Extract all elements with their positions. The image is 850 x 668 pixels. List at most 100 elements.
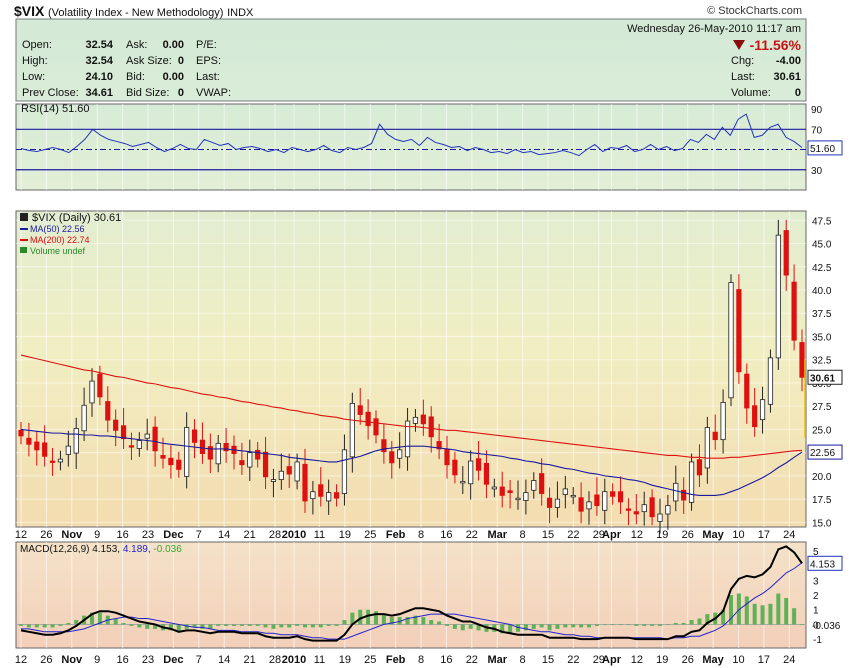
candle-body xyxy=(633,511,639,515)
candle-body xyxy=(436,441,442,450)
price-tick-label: 17.5 xyxy=(812,495,832,506)
candle-body xyxy=(428,416,434,438)
quote-value: 34.61 xyxy=(85,87,113,99)
candle-body xyxy=(586,501,592,510)
macd-hist-bar xyxy=(34,624,39,628)
x-tick-label: 11 xyxy=(314,654,325,666)
macd-hist-bar xyxy=(555,624,560,629)
x-tick-label: 24 xyxy=(783,529,795,541)
candle xyxy=(759,386,766,434)
candle-body xyxy=(491,486,497,490)
price-tick-label: 15.0 xyxy=(812,518,832,529)
candle xyxy=(136,432,142,457)
rsi-last-label: 51.60 xyxy=(810,144,835,155)
candle xyxy=(562,475,568,509)
candle xyxy=(34,431,40,466)
quote-label: Bid: xyxy=(126,71,145,83)
macd-hist-bar xyxy=(74,620,79,625)
candle xyxy=(783,219,789,291)
candle-body xyxy=(136,440,142,449)
candle xyxy=(65,430,71,467)
candle xyxy=(460,466,466,495)
candle-body xyxy=(720,402,726,441)
macd-hist-bar xyxy=(721,609,726,625)
macd-hist-bar xyxy=(681,622,686,625)
macd-hist-bar xyxy=(58,624,63,626)
x-tick-label: Dec xyxy=(163,654,183,666)
down-arrow-icon xyxy=(733,40,745,50)
candle-body xyxy=(444,448,450,466)
quote-value: 32.54 xyxy=(85,39,113,51)
x-tick-label: 29 xyxy=(593,654,605,666)
macd-hist-bar xyxy=(516,624,520,632)
price-tick-label: 45.0 xyxy=(812,240,832,251)
candle xyxy=(120,408,127,449)
change-percent: -11.56% xyxy=(750,37,802,53)
candle-body xyxy=(791,281,797,341)
candle xyxy=(49,448,56,476)
macd-hist-bar xyxy=(531,624,536,629)
macd-hist-bar xyxy=(145,624,150,629)
candle xyxy=(594,477,600,516)
price-legend: $VIX (Daily) 30.61 xyxy=(32,212,121,224)
candle-body xyxy=(531,480,537,491)
x-tick-label: Feb xyxy=(386,654,406,666)
macd-tick-label: 1 xyxy=(813,606,819,617)
candle-body xyxy=(688,461,695,503)
candle-body xyxy=(49,460,56,463)
candle xyxy=(602,478,608,525)
x-tick-label: 8 xyxy=(418,654,424,666)
candle xyxy=(696,444,703,488)
macd-hist-bar xyxy=(334,624,339,626)
candle-body xyxy=(270,479,277,482)
macd-tick-label: 3 xyxy=(813,576,819,587)
x-tick-label: 14 xyxy=(218,654,230,666)
candle xyxy=(578,482,584,524)
x-tick-label: 9 xyxy=(94,654,100,666)
x-tick-label: Nov xyxy=(61,654,83,666)
candle xyxy=(381,424,387,464)
x-tick-label: 26 xyxy=(40,529,52,541)
macd-hist-bar xyxy=(776,593,781,625)
macd-hist-bar xyxy=(326,624,331,626)
x-tick-label: 10 xyxy=(732,529,744,541)
candle-body xyxy=(554,498,561,508)
volume-legend: Volume undef xyxy=(30,246,86,256)
macd-hist-bar xyxy=(452,624,457,629)
x-tick-label: 22 xyxy=(567,654,579,666)
macd-hist-bar xyxy=(626,624,631,626)
quote-value: 32.54 xyxy=(85,55,113,67)
candle-body xyxy=(728,282,734,399)
candle-body xyxy=(570,494,576,498)
candle xyxy=(184,412,190,489)
candle-body xyxy=(736,289,742,373)
macd-hist-bar xyxy=(429,620,434,625)
quote-label: VWAP: xyxy=(196,87,231,99)
candle xyxy=(223,428,229,463)
macd-hist-bar xyxy=(634,624,639,626)
macd-hist-bar xyxy=(247,624,252,626)
candle-body xyxy=(373,418,379,436)
x-tick-label: 26 xyxy=(682,529,694,541)
candle-body xyxy=(176,459,182,470)
rsi-tick-label: 30 xyxy=(811,166,823,177)
macd-hist-bar xyxy=(736,593,741,625)
candle xyxy=(752,388,758,437)
candle-body xyxy=(475,458,482,471)
candle-body xyxy=(57,458,64,463)
candle xyxy=(704,416,710,484)
macd-hist-bar xyxy=(342,620,347,625)
macd-hist-bar xyxy=(563,624,568,628)
quote-label: EPS: xyxy=(196,55,221,67)
x-tick-label: 16 xyxy=(116,654,128,666)
candle-body xyxy=(562,488,568,495)
macd-hist-bar xyxy=(97,612,102,625)
candle-body xyxy=(152,426,158,452)
x-tick-label: Apr xyxy=(602,654,622,666)
candle xyxy=(681,477,687,514)
macd-hist-bar xyxy=(208,624,213,629)
candle-body xyxy=(120,425,127,440)
macd-hist-bar xyxy=(310,624,315,628)
macd-hist-bar xyxy=(129,624,134,626)
